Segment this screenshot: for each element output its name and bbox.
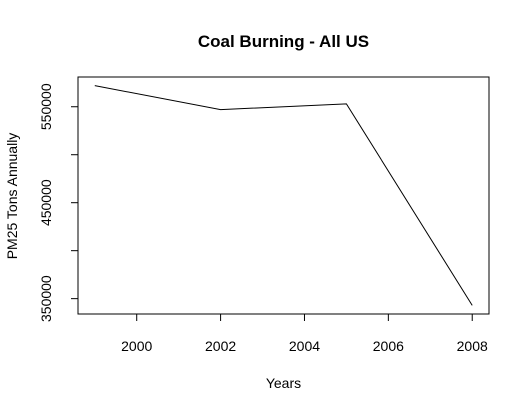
y-tick-label: 350000 [38, 275, 54, 322]
x-tick-label: 2002 [205, 338, 236, 354]
series-group [94, 85, 473, 306]
plot-box [77, 76, 490, 315]
y-tick-label: 450000 [38, 179, 54, 226]
x-tick-label: 2004 [289, 338, 320, 354]
y-axis: 350000 450000 550000 [38, 83, 79, 322]
y-axis-label: PM25 Tons Annually [4, 133, 20, 260]
x-tick-label: 2000 [121, 338, 152, 354]
x-axis-label: Years [266, 375, 301, 391]
x-tick-label: 2006 [373, 338, 404, 354]
y-tick-label: 550000 [38, 83, 54, 130]
x-tick-label: 2008 [457, 338, 488, 354]
chart-title: Coal Burning - All US [198, 32, 369, 51]
series-line [94, 85, 473, 306]
x-axis: 2000 2002 2004 2006 2008 [121, 313, 488, 354]
